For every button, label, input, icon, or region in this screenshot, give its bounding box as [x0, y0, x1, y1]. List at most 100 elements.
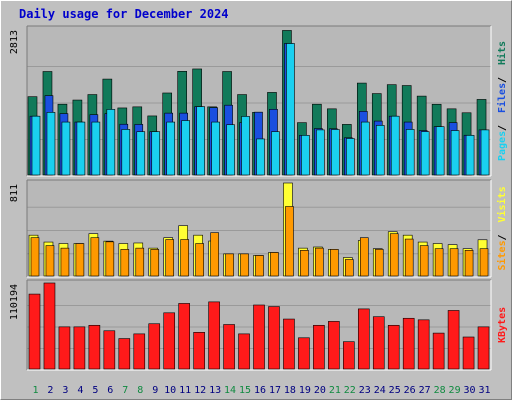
legend-visits: Visits [496, 186, 508, 222]
x-tick-label: 13 [209, 385, 221, 396]
bar-sites [404, 238, 414, 277]
x-tick-label: 25 [389, 385, 401, 396]
bar-kbytes [133, 333, 146, 370]
bar-pages [346, 138, 355, 176]
bar-pages [405, 129, 415, 176]
x-tick-label: 21 [329, 385, 341, 396]
bar-kbytes [88, 324, 101, 370]
bar-sites [300, 250, 309, 277]
bar-pages [450, 130, 460, 176]
x-tick-label: 5 [92, 385, 98, 396]
bar-sites [225, 253, 234, 277]
legend-files: Files [496, 83, 508, 113]
x-tick-label: 29 [449, 385, 461, 396]
bar-sites [374, 249, 384, 277]
x-axis-labels: 1 2 3 4 5 6 7 8 9 10 11 12 13 14 15 16 17 18 19 20 21 22 23 24 2… [32, 385, 490, 396]
bar-kbytes [253, 304, 265, 370]
bar-pages [166, 121, 176, 176]
bar-kbytes [43, 282, 56, 370]
bar-pages [271, 131, 280, 176]
bar-pages [390, 115, 400, 176]
x-tick-label: 11 [179, 385, 191, 396]
legend-sites: Sites [496, 240, 508, 270]
bar-sites [270, 252, 279, 277]
bar-kbytes [313, 324, 325, 370]
legend-separator: / [497, 234, 508, 240]
bar-sites [30, 237, 40, 277]
bar-kbytes [268, 306, 280, 370]
bar-sites [285, 206, 294, 277]
x-tick-label: 23 [359, 385, 371, 396]
legend: KBytes [497, 307, 508, 343]
y-max-label: 110194 [9, 284, 20, 320]
x-tick-label: 14 [224, 385, 236, 396]
bar-pages [360, 121, 370, 176]
bar-pages [91, 121, 101, 176]
panel-kbytes: 110194 KBytes [9, 279, 508, 371]
bar-kbytes [432, 332, 445, 370]
bar-sites [240, 253, 249, 277]
x-tick-label: 4 [77, 385, 83, 396]
bar-kbytes [58, 326, 71, 370]
bar-kbytes [477, 326, 490, 370]
bar-sites [45, 245, 55, 277]
bar-kbytes [462, 336, 475, 370]
bar-kbytes [178, 303, 190, 370]
bar-sites [359, 237, 369, 277]
bar-sites [389, 233, 399, 277]
bar-kbytes [28, 293, 41, 370]
y-max-label: 2813 [9, 30, 20, 54]
legend-separator: / [497, 125, 508, 131]
legend: Pages / Files / Hits [496, 41, 508, 161]
bar-pages [301, 135, 310, 176]
bar-sites [464, 250, 474, 277]
x-tick-label: 9 [152, 385, 158, 396]
legend-separator: / [497, 77, 508, 83]
bar-pages [196, 106, 205, 176]
bar-pages [211, 121, 220, 176]
bar-kbytes [103, 330, 116, 370]
bar-sites [449, 248, 459, 277]
bar-pages [61, 121, 71, 176]
x-tick-label: 3 [62, 385, 68, 396]
x-tick-label: 19 [299, 385, 311, 396]
x-tick-label: 2 [47, 385, 53, 396]
bar-kbytes [343, 341, 355, 370]
bar-kbytes [148, 323, 161, 370]
bar-sites [120, 249, 130, 277]
bar-sites [165, 239, 175, 277]
bar-sites [195, 243, 204, 277]
x-tick-label: 22 [344, 385, 356, 396]
bar-sites [150, 249, 160, 277]
bar-pages [76, 121, 86, 176]
bar-pages [121, 129, 131, 176]
bar-pages [31, 115, 41, 176]
bar-kbytes [298, 337, 310, 370]
bar-pages [241, 116, 250, 176]
chart-title: Daily usage for December 2024 [19, 7, 229, 21]
bar-sites [479, 248, 489, 277]
bar-kbytes [193, 332, 205, 370]
bar-kbytes [357, 308, 370, 370]
bar-kbytes [328, 321, 340, 370]
bar-kbytes [73, 326, 86, 370]
bar-kbytes [417, 319, 430, 370]
bar-kbytes [372, 316, 385, 370]
bar-pages [46, 112, 56, 176]
bar-sites [135, 247, 145, 277]
bar-sites [75, 243, 85, 277]
x-tick-label: 16 [254, 385, 266, 396]
bar-pages [181, 120, 190, 176]
x-tick-label: 7 [122, 385, 128, 396]
x-tick-label: 31 [478, 385, 490, 396]
legend-pages: Pages [497, 131, 508, 161]
bar-pages [420, 131, 430, 176]
x-tick-label: 28 [434, 385, 446, 396]
bar-kbytes [223, 324, 235, 370]
x-tick-label: 15 [239, 385, 251, 396]
bar-pages [286, 43, 295, 176]
bar-kbytes [283, 318, 295, 370]
bar-sites [434, 248, 444, 277]
panel-hits-files-pages: 2813 Pages / Files / Hits [9, 25, 508, 177]
x-tick-label: 6 [107, 385, 113, 396]
